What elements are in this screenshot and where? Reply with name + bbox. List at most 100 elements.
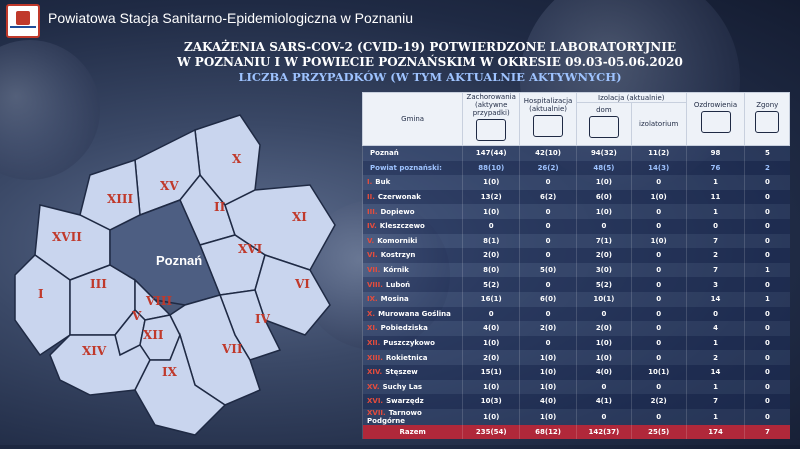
value-cell-d: 0 [576,379,632,395]
gmina-name: Buk [375,178,391,187]
value-cell-z: 0 [462,306,520,322]
region-number: XIII. [367,353,383,362]
value-cell-o: 0 [685,218,745,234]
value-cell-o: 2 [685,350,745,365]
region-label-viii: VIII [145,294,173,308]
region-label-xv: XV [160,179,179,193]
value-cell-z: 8(1) [462,233,520,249]
total-cell-g: 7 [744,424,790,440]
value-cell-d: 1(0) [576,335,632,351]
value-cell-o: 3 [685,277,745,292]
region-number: VII. [367,266,381,275]
value-cell-z: 2(0) [462,248,520,263]
value-cell-h: 42(10) [519,145,577,161]
total-cell-i: 25(5) [630,424,687,440]
title-line-1: ZAKAŻENIA SARS-COV-2 (CVID-19) POTWIERDZ… [183,40,677,54]
value-cell-i: 14(3) [630,160,687,176]
value-cell-i: 1(0) [630,233,687,249]
value-cell-h: 0 [519,248,577,263]
table-row: I. Buk 1(0) 0 1(0) 0 1 0 [361,175,790,190]
value-cell-i: 0 [630,218,687,234]
value-cell-h: 0 [519,218,577,234]
gmina-name: Tarnowo Podgórne [367,408,422,425]
region-ix [134,332,227,436]
value-cell-o: 0 [685,306,745,322]
table-row: Poznań 147(44) 42(10) 94(32) 11(2) 98 5 [361,145,790,161]
value-cell-g: 0 [744,204,790,219]
region-label-x: X [232,152,242,166]
total-cell-z: 235(54) [462,424,520,440]
value-cell-h: 0 [519,204,577,219]
value-cell-g: 0 [744,408,790,425]
region-number: IV. [367,222,377,231]
table-row: II. Czerwonak 13(2) 6(2) 6(0) 1(0) 11 0 [361,189,790,205]
poznan-label: Poznań [156,253,202,268]
value-cell-d: 1(0) [576,204,632,219]
gmina-name: Kostrzyn [380,251,416,260]
value-cell-d: 10(1) [576,291,632,307]
gmina-name: Stęszew [385,368,418,377]
org-name: Powiatowa Stacja Sanitarno-Epidemiologic… [48,10,413,26]
region-label-xi: XI [292,210,307,224]
value-cell-g: 0 [744,379,790,395]
value-cell-d: 2(0) [576,248,632,263]
value-cell-i: 0 [630,277,687,292]
gmina-cell: XIII. Rokietnica [361,350,463,365]
value-cell-h: 6(0) [519,291,577,307]
value-cell-d: 2(0) [576,321,632,336]
house-icon [588,116,619,139]
table-row: XVII. Tarnowo Podgórne 1(0) 1(0) 0 0 1 0 [361,408,790,425]
value-cell-g: 0 [744,394,790,409]
value-cell-h: 26(2) [519,160,577,176]
table-row: XII. Puszczykowo 1(0) 0 1(0) 0 1 0 [361,335,790,351]
region-number: XV. [367,382,380,391]
gmina-cell: X. Murowana Goślina [361,306,463,322]
value-cell-i: 2(2) [630,394,687,409]
col-ozdrowienia: Ozdrowienia [685,92,746,146]
col-dom: dom [576,102,632,146]
region-number: XVI. [367,397,384,406]
region-number: VIII. [367,280,383,289]
gmina-name: Czerwonak [377,193,421,202]
value-cell-h: 1(0) [519,408,577,425]
value-cell-z: 1(0) [462,379,520,395]
gmina-cell: VI. Kostrzyn [361,248,463,263]
gmina-cell: V. Komorniki [361,233,463,249]
col-izolacja: Izolacja (aktualnie) [576,91,687,104]
table-row: IX. Mosina 16(1) 6(0) 10(1) 0 14 1 [361,291,790,307]
gmina-cell: III. Dopiewo [361,204,463,219]
value-cell-g: 0 [744,335,790,351]
total-row: Razem 235(54) 68(12) 142(37) 25(5) 174 7 [361,424,790,440]
region-label-xiii: XIII [107,192,134,206]
value-cell-o: 1 [685,204,745,219]
table-row: IV. Kleszczewo 0 0 0 0 0 0 [361,218,790,234]
bed-icon [533,115,564,137]
region-label-xvii: XVII [52,230,82,244]
total-cell-o: 174 [685,424,745,440]
gmina-name: Swarzędz [386,397,424,406]
header: Powiatowa Stacja Sanitarno-Epidemiologic… [0,0,800,40]
region-number: II. [367,193,375,202]
value-cell-d: 4(1) [576,394,632,409]
value-cell-z: 2(0) [462,350,520,365]
gmina-cell: IV. Kleszczewo [361,218,463,234]
table-row: XV. Suchy Las 1(0) 1(0) 0 0 1 0 [361,379,790,395]
value-cell-z: 1(0) [462,175,520,190]
county-map: X XV XIII II XI XVII XVI I III Poznań VI… [10,105,345,445]
value-cell-h: 1(0) [519,364,577,380]
value-cell-g: 2 [744,160,790,176]
value-cell-i: 11(2) [630,145,687,161]
gmina-cell: VIII. Luboń [361,277,463,292]
region-label-xvi: XVI [238,242,263,256]
value-cell-z: 13(2) [462,189,520,205]
col-zachorowania-label: Zachorowania (aktywne przypadki) [466,93,516,117]
value-cell-g: 0 [744,175,790,190]
col-hospitalizacja: Hospitalizacja (aktualnie) [519,92,577,146]
gmina-name: Poznań [370,149,399,158]
gmina-cell: II. Czerwonak [361,189,463,205]
table-body: Poznań 147(44) 42(10) 94(32) 11(2) 98 5 Powiat … [361,145,790,440]
value-cell-i: 0 [630,350,687,365]
col-ozdrowienia-label: Ozdrowienia [693,101,738,109]
value-cell-z: 8(0) [462,262,520,278]
table-row: VIII. Luboń 5(2) 0 5(2) 0 3 0 [361,277,790,292]
